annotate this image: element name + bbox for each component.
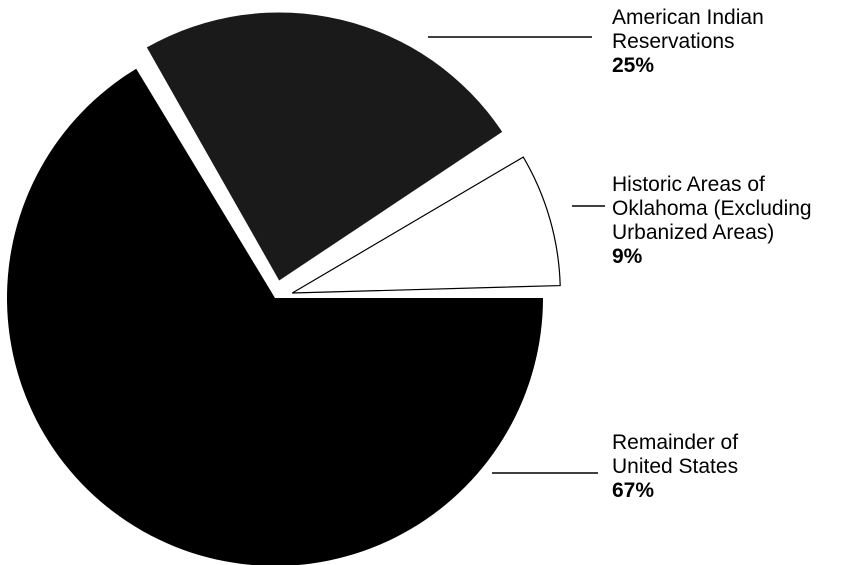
pie-slice-remainder-of-united-states [7,68,543,565]
pie-slice-american-indian-reservations [146,12,503,281]
slice-label-american-indian-reservations: American Indian Reservations 25% [612,6,764,78]
slice-name: American Indian Reservations [612,6,764,53]
pie-slice-historic-areas-of-oklahoma-excluding-urbanized-areas [291,156,561,294]
slice-label-remainder-of-united-states: Remainder of United States 67% [612,431,738,503]
slice-name: Historic Areas of Oklahoma (Excluding Ur… [612,173,812,244]
slice-percent: 9% [612,245,643,268]
slice-name: Remainder of United States [612,431,739,478]
slice-percent: 25% [612,54,655,77]
slice-label-historic-areas-oklahoma: Historic Areas of Oklahoma (Excluding Ur… [612,173,812,269]
slice-percent: 67% [612,479,655,502]
